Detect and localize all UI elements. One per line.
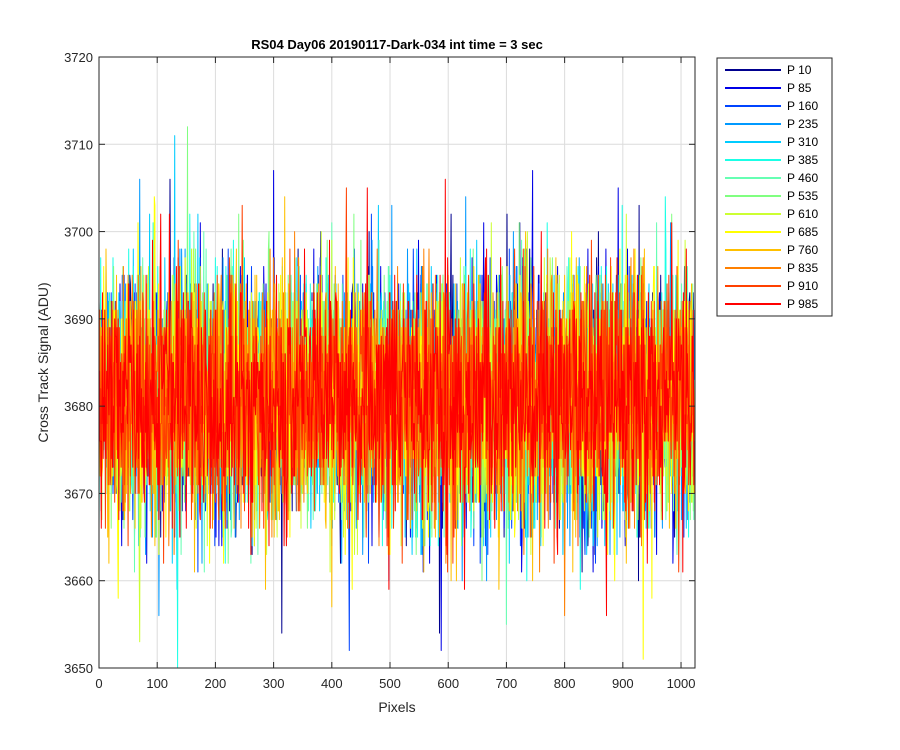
x-tick-label: 1000: [667, 676, 696, 691]
series-line-p-985: [98, 178, 695, 617]
x-tick-label: 100: [146, 676, 168, 691]
y-tick-label: 3720: [64, 50, 93, 65]
x-tick-label: 700: [496, 676, 518, 691]
y-tick-label: 3700: [64, 225, 93, 240]
x-tick-label: 0: [95, 676, 102, 691]
legend-entry-label: P 910: [787, 279, 818, 293]
legend-entry-label: P 685: [787, 225, 818, 239]
legend-entry-label: P 835: [787, 261, 818, 275]
y-tick-label: 3680: [64, 399, 93, 414]
y-tick-label: 3710: [64, 137, 93, 152]
x-tick-label: 300: [263, 676, 285, 691]
y-tick-label: 3650: [64, 661, 93, 676]
y-axis-label: Cross Track Signal (ADU): [35, 282, 51, 442]
x-tick-label: 500: [379, 676, 401, 691]
legend-entry-label: P 760: [787, 243, 818, 257]
legend-entry-label: P 160: [787, 99, 818, 113]
legend: P 10 P 85 P 160 P 235 P 310 P 385 P 460 P 535 P …: [716, 57, 833, 317]
legend-entry-label: P 235: [787, 117, 818, 131]
chart-title: RS04 Day06 20190117-Dark-034 int time = …: [251, 37, 543, 52]
legend-entry-label: P 610: [787, 207, 818, 221]
x-tick-label: 200: [205, 676, 227, 691]
legend-entry-label: P 385: [787, 153, 818, 167]
plot-frame: [98, 56, 696, 669]
legend-entry-label: P 10: [787, 63, 812, 77]
y-tick-label: 3690: [64, 312, 93, 327]
legend-entry-label: P 460: [787, 171, 818, 185]
legend-entry-label: P 535: [787, 189, 818, 203]
legend-entry-label: P 985: [787, 297, 818, 311]
legend-entry-label: P 310: [787, 135, 818, 149]
x-tick-label: 600: [437, 676, 459, 691]
x-tick-label: 400: [321, 676, 343, 691]
legend-entry-label: P 85: [787, 81, 812, 95]
series-lines: [98, 126, 695, 669]
x-tick-label: 800: [554, 676, 576, 691]
x-axis-label: Pixels: [378, 699, 415, 715]
y-tick-label: 3660: [64, 574, 93, 589]
x-tick-label: 900: [612, 676, 634, 691]
axis-ticks: 0 100 200 300 400 500 600 700 800 900 1000 3650 3660…: [64, 50, 695, 691]
y-tick-label: 3670: [64, 486, 93, 501]
legend-box: [716, 57, 833, 317]
